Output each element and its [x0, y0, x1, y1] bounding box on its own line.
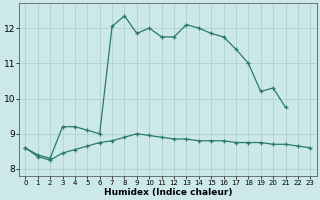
X-axis label: Humidex (Indice chaleur): Humidex (Indice chaleur) [104, 188, 232, 197]
